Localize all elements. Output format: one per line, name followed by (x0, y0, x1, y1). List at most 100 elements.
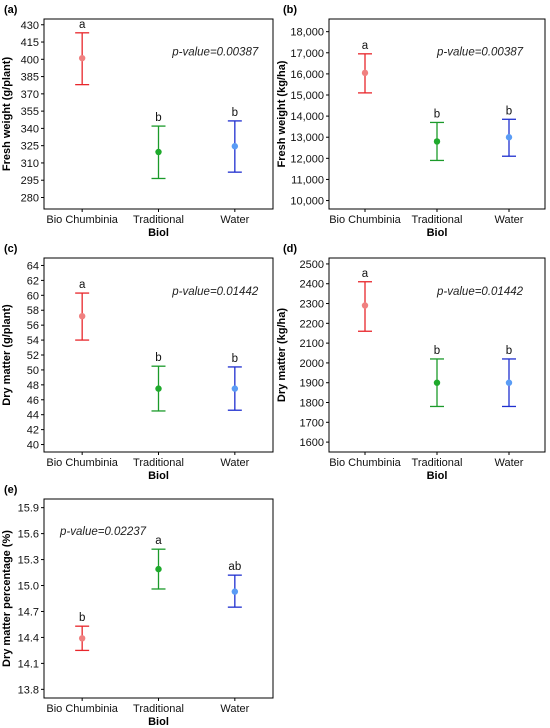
y-tick-label: 16,000 (290, 69, 324, 81)
mean-point (78, 54, 86, 62)
x-tick-label: Traditional (133, 214, 184, 226)
chart-panel: (e) 13.8 14.1 14.4 14.7 15.0 15.3 15.6 15.9 Bio C… (1, 484, 274, 728)
panel-label: (a) (4, 4, 18, 16)
chart-panel: (c) 40 42 44 46 48 50 52 54 56 58 60 62 64 Bio Chumbin… (1, 243, 274, 482)
significance-letter: ab (228, 561, 241, 573)
y-tick-label: 13.8 (18, 684, 39, 696)
x-tick-label: Water (220, 457, 249, 469)
y-tick-label: 1700 (300, 417, 324, 429)
mean-point (78, 313, 86, 320)
y-tick-label: 2500 (300, 259, 324, 271)
y-tick-label: 62 (27, 275, 39, 287)
y-tick-label: 11,000 (291, 174, 324, 186)
y-tick-label: 2000 (300, 358, 324, 370)
y-tick-label: 64 (27, 260, 39, 272)
y-tick-label: 325 (21, 141, 39, 153)
p-value-annotation: p-value=0.00387 (436, 46, 524, 58)
mean-point (78, 635, 86, 642)
y-tick-label: 42 (27, 425, 39, 437)
y-tick-label: 15.3 (18, 555, 39, 567)
significance-letter: b (79, 612, 85, 624)
panel-label: (d) (283, 243, 297, 255)
panel-label: (c) (4, 243, 18, 255)
y-tick-label: 58 (27, 305, 39, 317)
y-tick-label: 1900 (300, 378, 324, 390)
y-tick-label: 46 (27, 395, 39, 407)
y-tick-label: 10,000 (290, 196, 324, 208)
y-axis-title: Dry matter (kg/ha) (276, 308, 288, 402)
x-tick-label: Water (495, 457, 524, 469)
y-axis-title: Fresh weight (kg/ha) (276, 60, 288, 167)
y-tick-label: 280 (21, 192, 39, 204)
significance-letter: a (79, 279, 86, 291)
panel-label: (b) (283, 4, 297, 16)
x-tick-label: Traditional (412, 457, 463, 469)
x-tick-label: Water (220, 703, 249, 715)
mean-point (155, 385, 162, 392)
significance-letter: b (232, 353, 238, 365)
significance-letter: a (79, 19, 86, 31)
p-value-annotation: p-value=0.01442 (436, 286, 524, 298)
mean-point (231, 385, 239, 392)
mean-point (505, 134, 513, 141)
y-tick-label: 12,000 (290, 153, 324, 165)
mean-point (231, 143, 239, 150)
x-tick-label: Bio Chumbinia (46, 703, 118, 715)
y-tick-label: 415 (21, 37, 39, 49)
significance-letter: b (232, 107, 238, 119)
x-tick-label: Water (220, 214, 249, 226)
y-tick-label: 2200 (300, 318, 324, 330)
chart-panel: (a) 280 295 310 325 340 355 370 385 400 415 430 Bio … (1, 4, 274, 239)
x-tick-label: Water (495, 214, 524, 226)
y-tick-label: 355 (21, 106, 39, 118)
significance-letter: b (506, 105, 512, 117)
y-tick-label: 14.4 (18, 632, 39, 644)
y-tick-label: 400 (21, 54, 39, 66)
x-axis-title: Biol (427, 227, 448, 239)
mean-point (433, 379, 441, 386)
y-tick-label: 15.6 (18, 529, 39, 541)
y-axis-title: Dry matter (g/plant) (1, 304, 13, 406)
mean-point (433, 138, 441, 145)
p-value-annotation: p-value=0.01442 (171, 286, 259, 298)
x-tick-label: Bio Chumbinia (46, 457, 118, 469)
y-tick-label: 44 (27, 410, 39, 422)
y-tick-label: 14.1 (18, 658, 39, 670)
y-tick-label: 340 (21, 123, 39, 135)
significance-letter: a (362, 268, 369, 280)
y-tick-label: 1600 (300, 437, 324, 449)
x-axis-title: Biol (427, 470, 448, 482)
y-tick-label: 17,000 (290, 48, 324, 60)
x-tick-label: Traditional (133, 703, 184, 715)
p-value-annotation: p-value=0.00387 (171, 46, 259, 58)
y-axis-title: Dry matter percentage (%) (1, 530, 13, 667)
y-tick-label: 14,000 (290, 111, 324, 123)
y-tick-label: 295 (21, 175, 39, 187)
significance-letter: a (155, 535, 162, 547)
x-axis-title: Biol (148, 470, 169, 482)
mean-point (505, 379, 513, 386)
p-value-annotation: p-value=0.02237 (59, 526, 147, 538)
y-tick-label: 15.0 (18, 581, 39, 593)
y-tick-label: 310 (21, 158, 39, 170)
y-tick-label: 40 (27, 440, 39, 452)
chart-panel: (b) 10,000 11,000 12,000 13,000 14,000 15,000 1… (276, 4, 546, 239)
significance-letter: b (434, 108, 440, 120)
y-tick-label: 13,000 (290, 132, 324, 144)
y-tick-label: 48 (27, 380, 39, 392)
y-tick-label: 56 (27, 320, 39, 332)
x-tick-label: Bio Chumbinia (329, 214, 401, 226)
significance-letter: b (155, 352, 161, 364)
y-tick-label: 14.7 (18, 606, 39, 618)
y-tick-label: 2100 (300, 338, 324, 350)
significance-letter: b (434, 345, 440, 357)
mean-point (361, 302, 369, 309)
y-tick-label: 50 (27, 365, 39, 377)
mean-point (361, 69, 369, 77)
y-axis-title: Fresh weight (g/plant) (1, 57, 13, 172)
y-tick-label: 60 (27, 290, 39, 302)
y-tick-label: 15.9 (18, 503, 39, 515)
significance-letter: b (155, 112, 161, 124)
y-tick-label: 385 (21, 72, 39, 84)
